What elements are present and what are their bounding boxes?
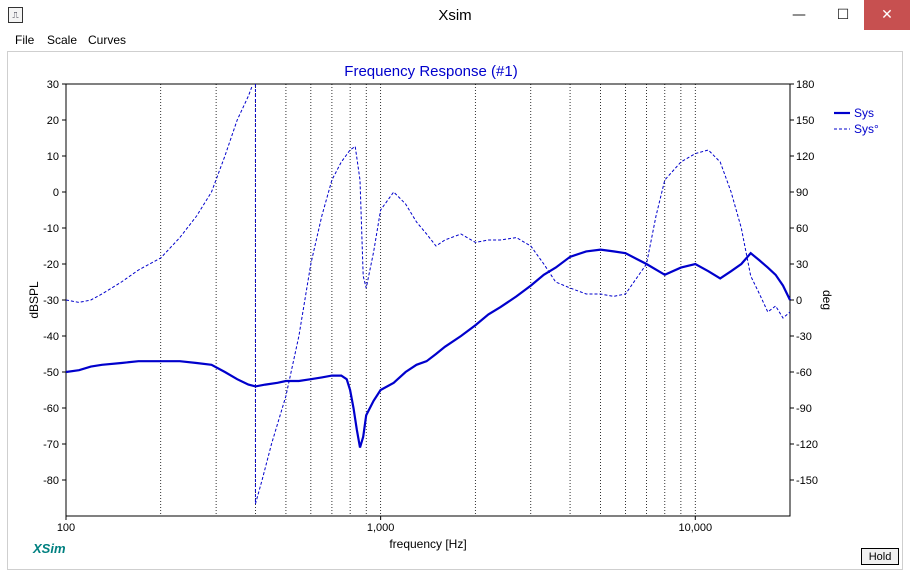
legend-label: Sys — [854, 106, 874, 120]
y-right-tick-label: 150 — [796, 115, 814, 127]
xsim-logo: XSim — [32, 541, 66, 556]
legend: Sys Sys° — [834, 106, 879, 136]
curves — [65, 84, 791, 505]
y-left-tick-label: -30 — [43, 295, 59, 307]
y-right-tick-label: -150 — [796, 475, 818, 487]
title-bar: ⎍ Xsim — ☐ ✕ — [0, 0, 910, 32]
y-right-tick-label: 180 — [796, 79, 814, 91]
y-right-tick-label: -30 — [796, 331, 812, 343]
axis-ticks: 3020100-10-20-30-40-50-60-70-80180150120… — [43, 79, 818, 534]
y-left-tick-label: -20 — [43, 259, 59, 271]
y-left-tick-label: 20 — [47, 115, 59, 127]
y-left-tick-label: -40 — [43, 331, 59, 343]
y-axis-label-right: deg — [820, 290, 834, 310]
y-left-tick-label: 0 — [53, 187, 59, 199]
x-axis-label: frequency [Hz] — [389, 537, 466, 551]
menu-scale[interactable]: Scale — [47, 33, 78, 47]
y-right-tick-label: -60 — [796, 367, 812, 379]
series-line-sys-phase — [65, 86, 253, 303]
menu-file[interactable]: File — [15, 33, 35, 47]
series-line-sys-phase — [254, 145, 791, 505]
y-right-tick-label: -120 — [796, 439, 818, 451]
y-right-tick-label: 120 — [796, 151, 814, 163]
grid-lines — [160, 84, 696, 516]
y-right-tick-label: -90 — [796, 403, 812, 415]
x-tick-label: 1,000 — [367, 522, 395, 534]
y-left-tick-label: 10 — [47, 151, 59, 163]
y-left-tick-label: 30 — [47, 79, 59, 91]
y-left-tick-label: -50 — [43, 367, 59, 379]
y-left-tick-label: -70 — [43, 439, 59, 451]
y-left-tick-label: -80 — [43, 475, 59, 487]
y-right-tick-label: 0 — [796, 295, 802, 307]
y-left-tick-label: -10 — [43, 223, 59, 235]
menu-curves[interactable]: Curves — [88, 33, 127, 47]
y-right-tick-label: 60 — [796, 223, 808, 235]
y-right-tick-label: 30 — [796, 259, 808, 271]
close-button[interactable]: ✕ — [864, 0, 910, 30]
minimize-button[interactable]: — — [792, 7, 806, 23]
plot-frame — [65, 83, 791, 517]
xsim-app-icon[interactable]: ⎍ — [8, 7, 23, 23]
y-axis-label-left: dBSPL — [27, 281, 41, 319]
legend-label: Sys° — [854, 122, 879, 136]
y-right-tick-label: 90 — [796, 187, 808, 199]
x-tick-label: 10,000 — [678, 522, 712, 534]
x-tick-label: 100 — [57, 522, 75, 534]
window-title: Xsim — [438, 7, 472, 24]
maximize-button[interactable]: ☐ — [836, 7, 850, 23]
hold-button[interactable]: Hold — [861, 548, 899, 565]
series-line-sys — [65, 248, 791, 448]
y-left-tick-label: -60 — [43, 403, 59, 415]
plot-panel[interactable] — [7, 51, 903, 570]
menu-bar: File Scale Curves — [0, 31, 910, 51]
chart-title: Frequency Response (#1) — [344, 63, 517, 80]
